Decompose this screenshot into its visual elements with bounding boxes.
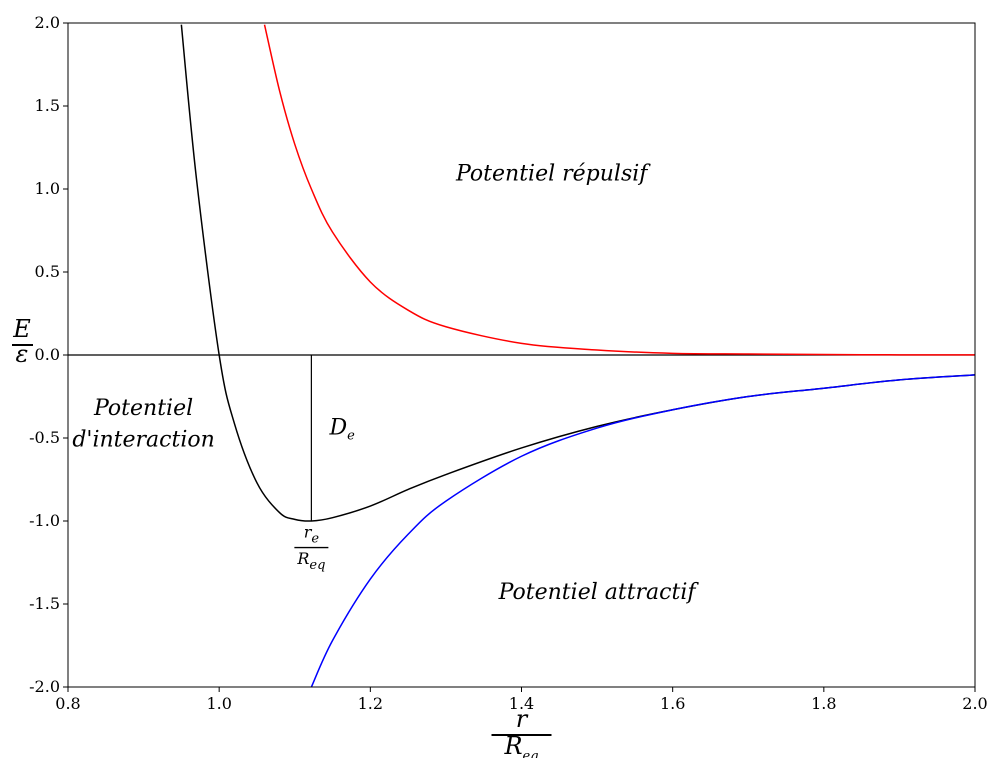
y-tick-label: -2.0 bbox=[29, 677, 60, 696]
interaction-potential-line bbox=[180, 24, 975, 522]
x-tick-label: 2.0 bbox=[962, 694, 987, 713]
x-tick-label: 0.8 bbox=[55, 694, 80, 713]
y-tick-label: -1.5 bbox=[29, 594, 60, 613]
repulsive-potential-line bbox=[263, 24, 975, 356]
x-tick-label: 1.0 bbox=[206, 694, 231, 713]
annotation-interaction-2: d'interaction bbox=[72, 427, 214, 452]
x-axis-label-numerator: r bbox=[516, 705, 529, 733]
y-axis-ticks: -2.0 -1.5 -1.0 -0.5 0.0 0.5 1.0 1.5 2.0 bbox=[29, 13, 68, 696]
annotation-interaction-1: Potentiel bbox=[93, 396, 193, 421]
y-axis-label-numerator: E bbox=[12, 315, 31, 343]
x-axis-ticks: 0.8 1.0 1.2 1.4 1.6 1.8 2.0 bbox=[55, 687, 988, 713]
y-axis-label: E ε bbox=[12, 315, 33, 368]
attractive-potential-line bbox=[310, 374, 975, 687]
y-tick-label: -1.0 bbox=[29, 511, 60, 530]
y-tick-label: -0.5 bbox=[29, 428, 60, 447]
series-lines bbox=[180, 24, 975, 687]
annotation-re-den: Req bbox=[296, 549, 325, 573]
x-tick-label: 1.4 bbox=[509, 694, 534, 713]
annotation-attractive: Potentiel attractif bbox=[498, 580, 700, 605]
y-tick-label: 2.0 bbox=[35, 13, 60, 32]
annotation-repulsive: Potentiel répulsif bbox=[455, 162, 651, 187]
x-tick-label: 1.2 bbox=[358, 694, 383, 713]
y-tick-label: 0.0 bbox=[35, 345, 60, 364]
x-axis-label-denominator: Req bbox=[503, 732, 538, 758]
y-axis-label-denominator: ε bbox=[16, 340, 29, 368]
x-tick-label: 1.8 bbox=[811, 694, 836, 713]
y-tick-label: 0.5 bbox=[35, 262, 60, 281]
annotation-re-num: re bbox=[304, 523, 320, 547]
x-tick-label: 1.6 bbox=[660, 694, 685, 713]
y-tick-label: 1.0 bbox=[35, 179, 60, 198]
y-tick-label: 1.5 bbox=[35, 96, 60, 115]
annotation-de: De bbox=[329, 416, 356, 444]
annotations: Potentiel répulsif Potentiel attractif Pot… bbox=[72, 162, 699, 605]
x-axis-label: r Req bbox=[491, 705, 552, 758]
